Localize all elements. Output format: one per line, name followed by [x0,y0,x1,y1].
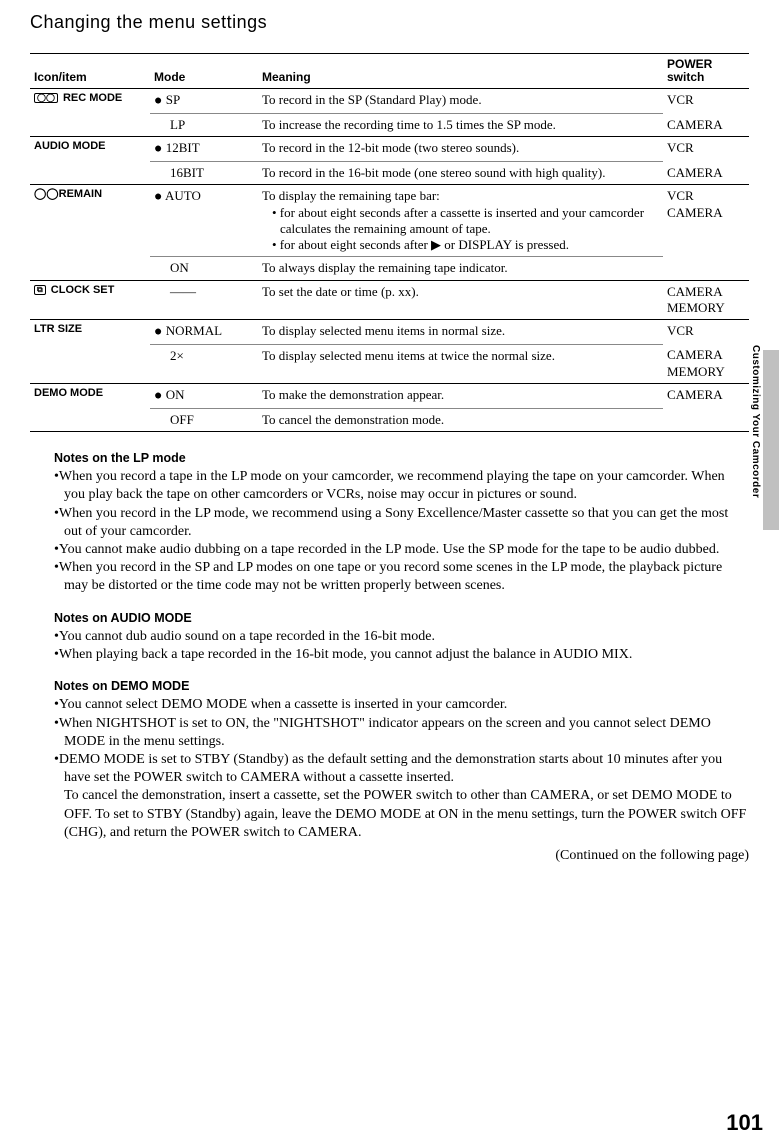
note-item: •When you record in the SP and LP modes … [54,559,749,595]
note-item: •You cannot make audio dubbing on a tape… [54,541,749,559]
table-row: OFFTo cancel the demonstration mode. [30,408,749,431]
cell-mode: ● NORMAL [150,320,258,345]
cell-meaning: To make the demonstration appear. [258,383,663,408]
cell-power [663,257,749,280]
cell-item: LTR SIZE [30,320,150,345]
item-icon: ⧉ [34,285,46,295]
cell-power: CAMERAMEMORY [663,280,749,320]
cell-power: VCR [663,137,749,162]
side-tab [763,350,779,530]
note-list: •You cannot dub audio sound on a tape re… [54,628,749,664]
cell-power: VCR [663,320,749,345]
side-text: Customizing Your Camcorder [750,345,761,498]
page-number: 101 [726,1110,763,1136]
cell-meaning: To always display the remaining tape ind… [258,257,663,280]
cell-item [30,257,150,280]
cell-power [663,408,749,431]
cell-mode: —— [150,280,258,320]
cell-meaning: To increase the recording time to 1.5 ti… [258,114,663,137]
cell-meaning: To display selected menu items in normal… [258,320,663,345]
note-heading: Notes on the LP mode [54,450,749,466]
item-icon: ◯◯ [34,93,58,103]
table-row: 16BITTo record in the 16-bit mode (one s… [30,162,749,185]
cell-item [30,162,150,185]
cell-item [30,114,150,137]
cell-mode: OFF [150,408,258,431]
header-power: POWERswitch [663,54,749,89]
cell-power: VCR [663,89,749,114]
note-list: •When you record a tape in the LP mode o… [54,468,749,595]
table-row: 2×To display selected menu items at twic… [30,344,749,383]
cell-item [30,344,150,383]
table-row: DEMO MODE● ONTo make the demonstration a… [30,383,749,408]
cell-item: AUDIO MODE [30,137,150,162]
note-item: •You cannot dub audio sound on a tape re… [54,628,749,646]
note-heading: Notes on AUDIO MODE [54,610,749,626]
cell-meaning: To cancel the demonstration mode. [258,408,663,431]
table-row: AUDIO MODE● 12BITTo record in the 12-bit… [30,137,749,162]
table-row: LTR SIZE● NORMALTo display selected menu… [30,320,749,345]
cell-mode: ● AUTO [150,185,258,257]
table-row: ⧉ CLOCK SET——To set the date or time (p.… [30,280,749,320]
cell-power: VCRCAMERA [663,185,749,257]
notes-section: Notes on the LP mode •When you record a t… [30,450,749,842]
cell-item: ⧉ CLOCK SET [30,280,150,320]
header-mode: Mode [150,54,258,89]
cell-mode: ON [150,257,258,280]
note-item: •You cannot select DEMO MODE when a cass… [54,696,749,714]
page-title: Changing the menu settings [30,12,749,33]
continued-text: (Continued on the following page) [30,848,749,864]
table-row: LPTo increase the recording time to 1.5 … [30,114,749,137]
table-row: ◯◯REMAIN● AUTOTo display the remaining t… [30,185,749,257]
cell-item [30,408,150,431]
cell-mode: 2× [150,344,258,383]
cell-item: DEMO MODE [30,383,150,408]
cell-item: ◯◯ REC MODE [30,89,150,114]
cell-power: CAMERA [663,162,749,185]
note-list: •You cannot select DEMO MODE when a cass… [54,696,749,842]
note-item: •When NIGHTSHOT is set to ON, the "NIGHT… [54,715,749,751]
note-item: •When you record a tape in the LP mode o… [54,468,749,504]
header-iconitem: Icon/item [30,54,150,89]
cell-mode: ● SP [150,89,258,114]
note-item: •When playing back a tape recorded in th… [54,646,749,664]
cell-item: ◯◯REMAIN [30,185,150,257]
note-heading: Notes on DEMO MODE [54,678,749,694]
note-item: •When you record in the LP mode, we reco… [54,505,749,541]
cell-meaning: To record in the 16-bit mode (one stereo… [258,162,663,185]
settings-table: Icon/item Mode Meaning POWERswitch ◯◯ RE… [30,53,749,432]
cell-mode: ● ON [150,383,258,408]
cell-meaning: To record in the 12-bit mode (two stereo… [258,137,663,162]
cell-mode: ● 12BIT [150,137,258,162]
cell-power: CAMERAMEMORY [663,344,749,383]
cell-meaning: To set the date or time (p. xx). [258,280,663,320]
cell-meaning: To display the remaining tape bar:• for … [258,185,663,257]
cell-meaning: To display selected menu items at twice … [258,344,663,383]
header-meaning: Meaning [258,54,663,89]
table-row: ONTo always display the remaining tape i… [30,257,749,280]
cell-power: CAMERA [663,114,749,137]
note-item: •DEMO MODE is set to STBY (Standby) as t… [54,751,749,842]
cell-mode: LP [150,114,258,137]
table-row: ◯◯ REC MODE● SPTo record in the SP (Stan… [30,89,749,114]
cell-power: CAMERA [663,383,749,408]
cell-mode: 16BIT [150,162,258,185]
cell-meaning: To record in the SP (Standard Play) mode… [258,89,663,114]
